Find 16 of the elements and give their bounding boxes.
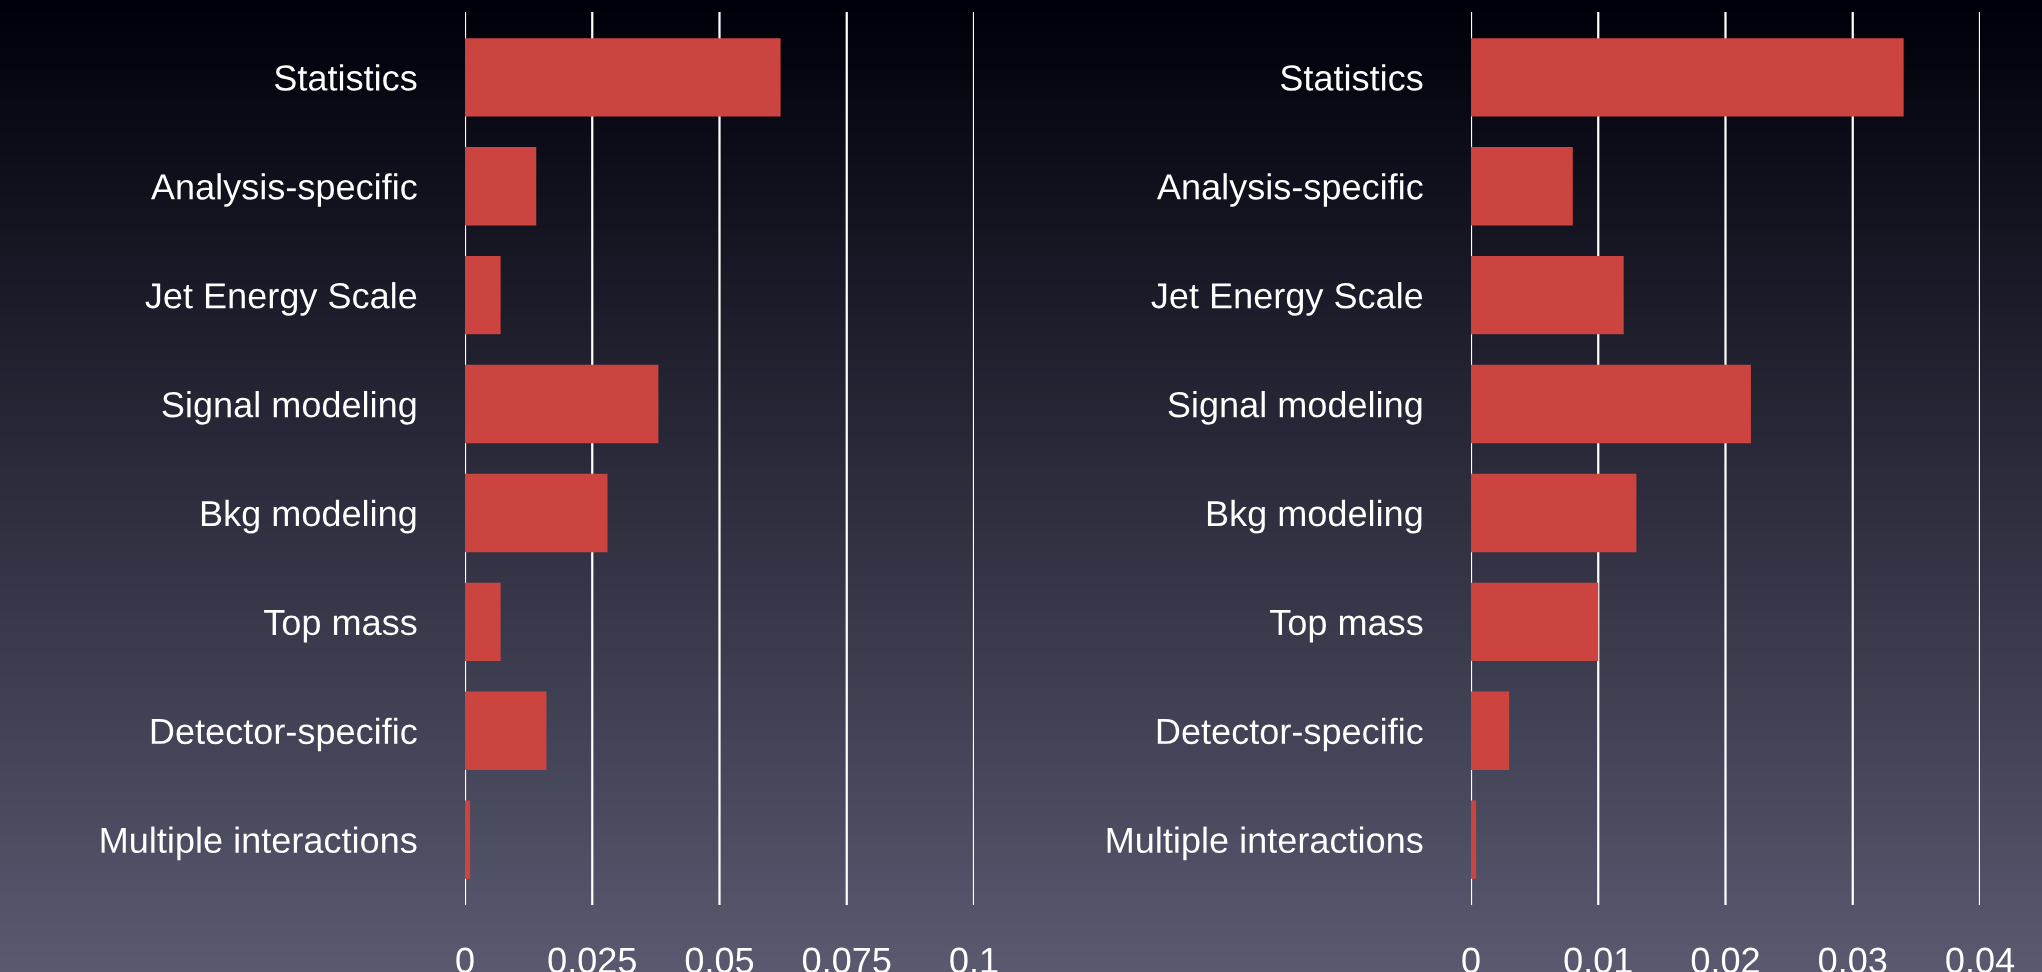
y-tick-label: Analysis-specific (1156, 173, 1423, 207)
y-tick-label: Jet Energy Scale (145, 282, 417, 316)
y-tick-label: Jet Energy Scale (1151, 282, 1423, 316)
y-tick-label: Detector-specific (151, 717, 417, 752)
y-tick-label: Analysis-specific (150, 173, 417, 207)
y-tick-label: Signal modeling (162, 390, 416, 425)
y-tick-label: Statistics (274, 64, 417, 91)
y-tick-label: Signal modeling (1168, 390, 1422, 425)
y-tick-label: Detector-specific (1157, 717, 1423, 752)
y-tick-label: Multiple interactions (101, 826, 417, 861)
y-tick-label: Bkg modeling (201, 499, 416, 534)
y-tick-label: Top mass (1270, 610, 1423, 643)
y-tick-label: Bkg modeling (1207, 499, 1422, 534)
y-tick-label: Top mass (264, 610, 417, 643)
y-tick-label: Multiple interactions (1107, 826, 1423, 861)
y-tick-label: Statistics (1280, 64, 1423, 91)
